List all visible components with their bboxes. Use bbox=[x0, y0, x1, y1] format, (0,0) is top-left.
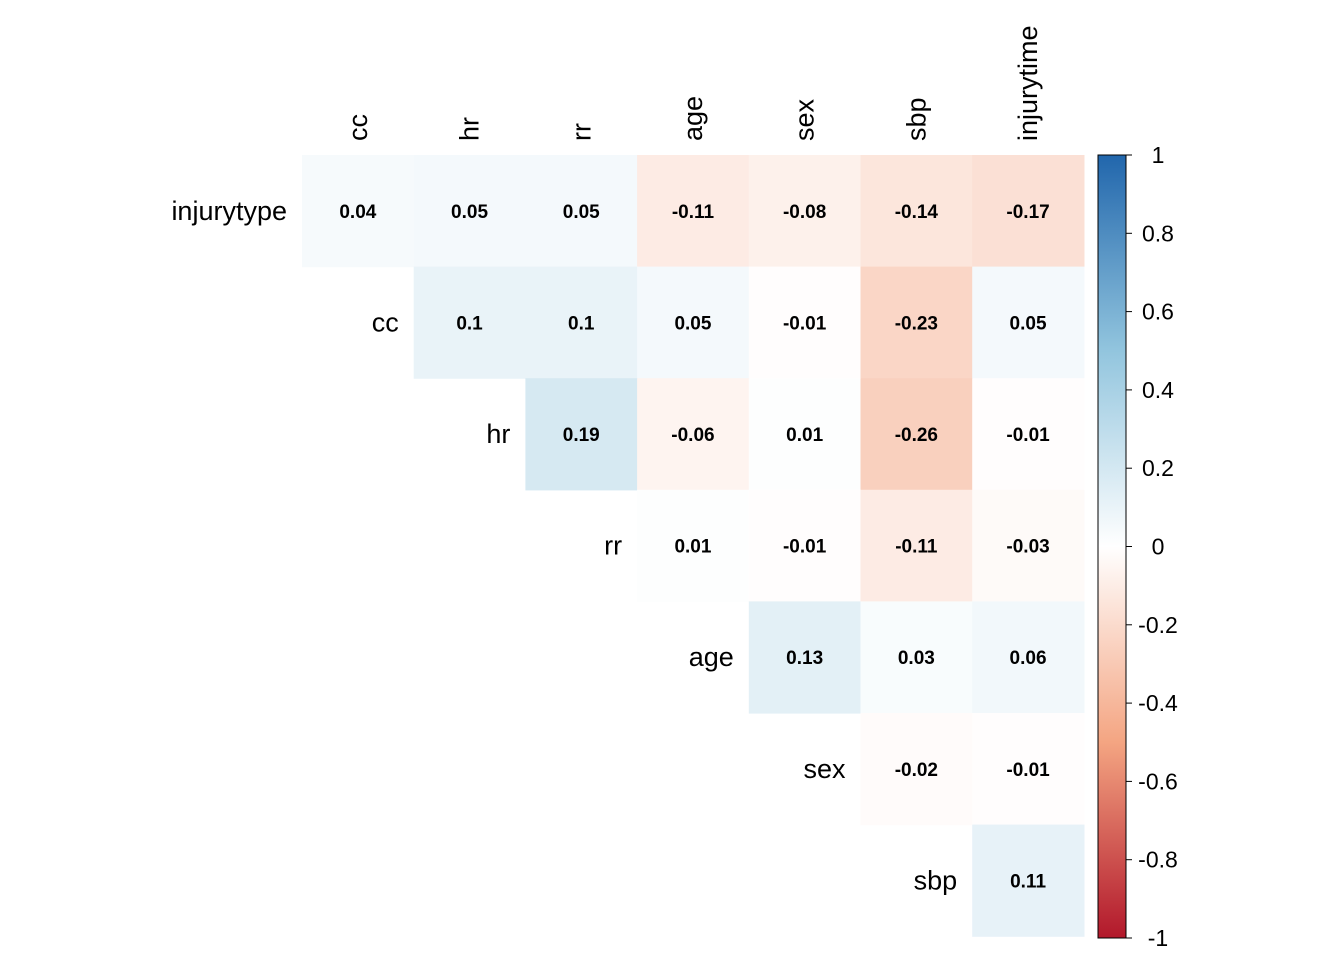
row-label-rr: rr bbox=[604, 531, 622, 561]
cell-value-label: 0.1 bbox=[568, 313, 595, 334]
heatmap-cell-injurytype-sbp bbox=[860, 155, 973, 268]
legend-tick-label: -0.4 bbox=[1138, 690, 1178, 716]
heatmap-cell-hr-sbp bbox=[860, 378, 973, 491]
heatmap-cell-injurytype-cc bbox=[302, 155, 415, 268]
cell-value-label: -0.23 bbox=[895, 313, 938, 334]
legend-tick-label: -0.2 bbox=[1138, 612, 1178, 638]
cell-value-label: -0.03 bbox=[1006, 537, 1049, 558]
heatmap-cell-sbp-injurytime bbox=[972, 824, 1085, 937]
heatmap-cell-age-sbp bbox=[860, 601, 973, 714]
row-label-cc: cc bbox=[372, 307, 399, 337]
heatmap-cell-rr-sex bbox=[748, 489, 862, 602]
row-label-hr: hr bbox=[486, 419, 510, 449]
legend-tick-label: 0.6 bbox=[1142, 299, 1174, 325]
legend-tick-label: 0 bbox=[1152, 534, 1165, 560]
cell-value-label: -0.26 bbox=[895, 425, 938, 446]
column-label-cc: cc bbox=[343, 114, 373, 141]
heatmap-cell-hr-sex bbox=[748, 378, 862, 491]
cell-value-label: 0.13 bbox=[786, 648, 823, 669]
cell-value-label: -0.11 bbox=[895, 537, 938, 558]
cell-value-label: -0.17 bbox=[1006, 202, 1049, 223]
heatmap-cell-rr-injurytime bbox=[972, 489, 1085, 602]
heatmap-cell-age-sex bbox=[748, 601, 862, 714]
legend-tick-label: 0.8 bbox=[1142, 220, 1174, 246]
heatmap-cell-cc-rr bbox=[525, 266, 638, 379]
legend-tick-label: 0.4 bbox=[1142, 377, 1174, 403]
cell-value-label: 0.05 bbox=[1010, 313, 1047, 334]
heatmap-cell-cc-age bbox=[637, 266, 750, 379]
heatmap-cell-injurytype-age bbox=[637, 155, 750, 268]
row-label-injurytype: injurytype bbox=[171, 196, 287, 226]
heatmap-cell-cc-sbp bbox=[860, 266, 973, 379]
heatmap-cell-injurytype-rr bbox=[525, 155, 638, 268]
cell-value-label: -0.08 bbox=[783, 202, 826, 223]
column-labels: cc hr rr age sex sbp injurytime bbox=[343, 25, 1043, 141]
legend-color-bar bbox=[1098, 155, 1126, 938]
column-label-rr: rr bbox=[566, 123, 596, 141]
heatmap-cell-hr-rr bbox=[525, 378, 638, 491]
cell-value-label: 0.01 bbox=[674, 537, 711, 558]
cell-value-label: -0.01 bbox=[1006, 425, 1050, 446]
cell-value-label: 0.05 bbox=[451, 202, 488, 223]
heatmap-cells: 0.04 0.05 0.05 -0.11 -0.08 -0.14 -0.17 0.1 0.1 0.… bbox=[302, 155, 1085, 937]
legend-tick-label: -0.8 bbox=[1138, 847, 1178, 873]
column-label-hr: hr bbox=[455, 117, 485, 141]
heatmap-cell-sex-injurytime bbox=[972, 713, 1085, 826]
cell-value-label: -0.01 bbox=[1006, 760, 1050, 781]
legend-tick-label: 0.2 bbox=[1142, 455, 1174, 481]
cell-value-label: 0.1 bbox=[456, 313, 483, 334]
cell-value-label: 0.03 bbox=[898, 648, 935, 669]
heatmap-cell-injurytype-sex bbox=[748, 155, 862, 268]
column-label-sex: sex bbox=[790, 98, 820, 141]
legend-tick-label: -0.6 bbox=[1138, 768, 1178, 794]
cell-value-label: 0.11 bbox=[1010, 871, 1046, 892]
color-legend: 1 0.8 0.6 0.4 0.2 0 -0.2 -0.4 -0.6 -0.8 -1 bbox=[1097, 142, 1178, 951]
heatmap-cell-cc-sex bbox=[748, 266, 862, 379]
legend-tick-label: 1 bbox=[1152, 142, 1165, 168]
cell-value-label: -0.11 bbox=[672, 202, 715, 223]
heatmap-cell-age-injurytime bbox=[972, 601, 1085, 714]
cell-value-label: 0.05 bbox=[674, 313, 711, 334]
cell-value-label: -0.14 bbox=[895, 202, 939, 223]
heatmap-cell-cc-injurytime bbox=[972, 266, 1085, 379]
column-label-sbp: sbp bbox=[901, 97, 931, 141]
cell-value-label: 0.04 bbox=[339, 202, 376, 223]
heatmap-cell-injurytype-injurytime bbox=[972, 155, 1085, 268]
row-label-age: age bbox=[689, 642, 734, 672]
heatmap-cell-rr-sbp bbox=[860, 489, 973, 602]
cell-value-label: -0.01 bbox=[783, 537, 827, 558]
heatmap-cell-hr-age bbox=[637, 378, 750, 491]
heatmap-cell-rr-age bbox=[637, 489, 750, 602]
heatmap-cell-sex-sbp bbox=[860, 713, 973, 826]
cell-value-label: -0.01 bbox=[783, 313, 827, 334]
heatmap-cell-hr-injurytime bbox=[972, 378, 1085, 491]
cell-value-label: -0.06 bbox=[671, 425, 714, 446]
heatmap-cell-injurytype-hr bbox=[413, 155, 526, 268]
cell-value-label: -0.02 bbox=[895, 760, 938, 781]
cell-value-label: 0.19 bbox=[563, 425, 600, 446]
row-label-sbp: sbp bbox=[914, 865, 958, 895]
column-label-injurytime: injurytime bbox=[1013, 25, 1043, 141]
row-labels: injurytype cc hr rr age sex sbp bbox=[171, 196, 957, 896]
cell-value-label: 0.05 bbox=[563, 202, 600, 223]
legend-tick-label: -1 bbox=[1148, 925, 1168, 951]
cell-value-label: 0.06 bbox=[1010, 648, 1047, 669]
column-label-age: age bbox=[678, 96, 708, 141]
cell-value-label: 0.01 bbox=[786, 425, 823, 446]
heatmap-cell-cc-hr bbox=[413, 266, 526, 379]
row-label-sex: sex bbox=[803, 754, 846, 784]
